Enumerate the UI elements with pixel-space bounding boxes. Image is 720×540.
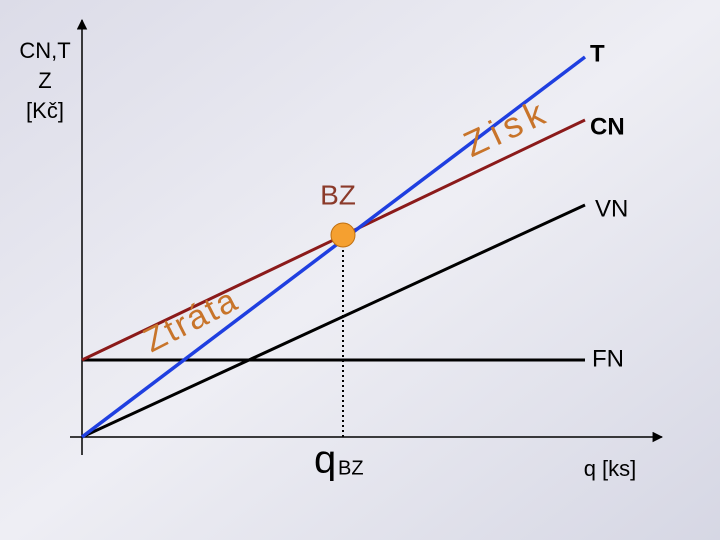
line-label: VN <box>595 195 628 222</box>
y-label-line: CN,T <box>19 38 70 63</box>
break-even-label: BZ <box>320 179 356 210</box>
q-symbol: q <box>314 438 336 482</box>
line-label: T <box>590 40 605 67</box>
x-label: q [ks] <box>584 456 637 481</box>
break-even-point <box>330 222 356 248</box>
line-label: FN <box>592 345 624 372</box>
vn-line <box>81 203 586 439</box>
t-line <box>80 55 587 439</box>
q-subscript: BZ <box>338 457 364 479</box>
y-label-line: [Kč] <box>26 98 64 123</box>
line-label: CN <box>590 113 625 140</box>
y-label-line: Z <box>38 68 51 93</box>
